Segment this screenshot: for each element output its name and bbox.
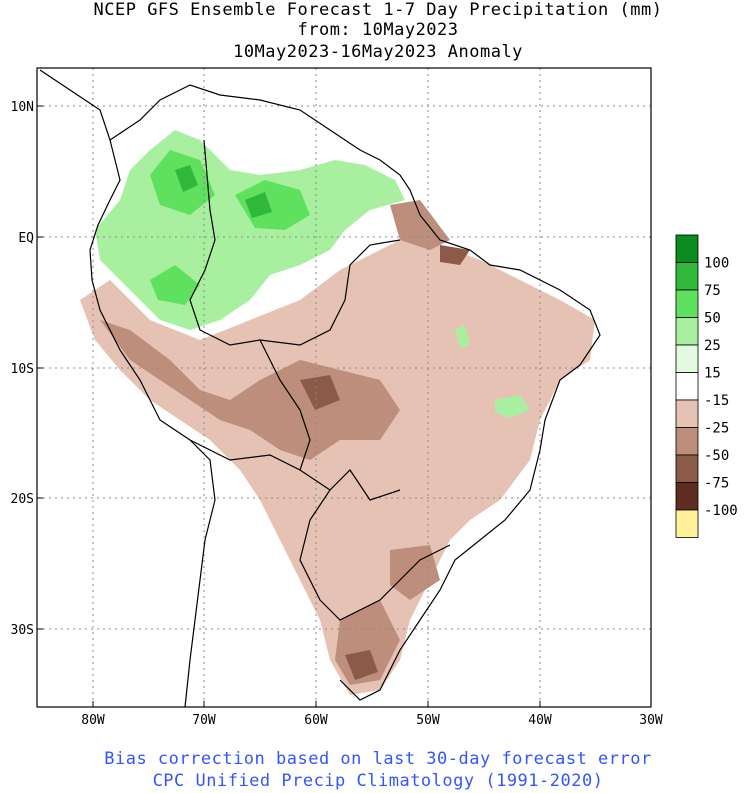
legend-label: -25 (704, 421, 729, 437)
legend-swatch (675, 372, 699, 401)
legend-swatch (675, 399, 699, 428)
legend-label: 50 (704, 311, 721, 327)
lon-label-50w: 50W (416, 713, 440, 728)
legend-swatch (675, 234, 699, 263)
climatology-note: CPC Unified Precip Climatology (1991-202… (152, 771, 604, 791)
forecast-date: from: 10May2023 (297, 20, 459, 40)
color-legend: 100 75 50 25 15 -15 -25 -50 -75 -100 (675, 234, 738, 538)
longitude-axis: 80W 70W 60W 50W 40W 30W (81, 701, 663, 728)
legend-label: 25 (704, 338, 721, 354)
lon-label-60w: 60W (304, 713, 328, 728)
lon-label-70w: 70W (192, 713, 216, 728)
wet-anomaly-colombia-core (150, 150, 310, 305)
dry-anomaly-moderate (100, 200, 450, 685)
legend-swatch (675, 262, 699, 291)
legend-label: 15 (704, 366, 721, 382)
bias-correction-note: Bias correction based on last 30-day for… (104, 749, 652, 769)
legend-swatch (675, 427, 699, 456)
wet-anomaly-max (175, 165, 272, 218)
anomaly-shading (80, 130, 595, 695)
forecast-period: 10May2023-16May2023 Anomaly (233, 42, 523, 62)
lon-label-30w: 30W (639, 713, 663, 728)
lat-label-10n: 10N (11, 100, 34, 115)
lon-label-80w: 80W (81, 713, 105, 728)
lat-label-eq: EQ (18, 231, 34, 246)
legend-swatch (675, 344, 699, 373)
legend-swatch (675, 317, 699, 346)
legend-swatch (675, 509, 699, 538)
map-title: NCEP GFS Ensemble Forecast 1-7 Day Preci… (93, 0, 663, 20)
legend-swatch (675, 482, 699, 511)
legend-swatch (675, 454, 699, 483)
lat-label-10s: 10S (11, 362, 34, 377)
coastlines (39, 69, 601, 707)
latitude-axis: 10N EQ 10S 20S 30S (11, 100, 43, 638)
lat-label-30s: 30S (11, 623, 34, 638)
legend-swatch (675, 289, 699, 318)
wet-anomaly-brazil (455, 325, 530, 418)
legend-label: -100 (704, 503, 738, 519)
legend-label: -75 (704, 476, 729, 492)
lon-label-40w: 40W (528, 713, 552, 728)
legend-label: -15 (704, 393, 729, 409)
grid (37, 68, 651, 707)
lat-label-20s: 20S (11, 492, 34, 507)
dry-anomaly-light (80, 235, 595, 695)
legend-label: 75 (704, 283, 721, 299)
legend-label: 100 (704, 256, 729, 272)
map-frame (36, 67, 652, 708)
legend-label: -50 (704, 448, 729, 464)
